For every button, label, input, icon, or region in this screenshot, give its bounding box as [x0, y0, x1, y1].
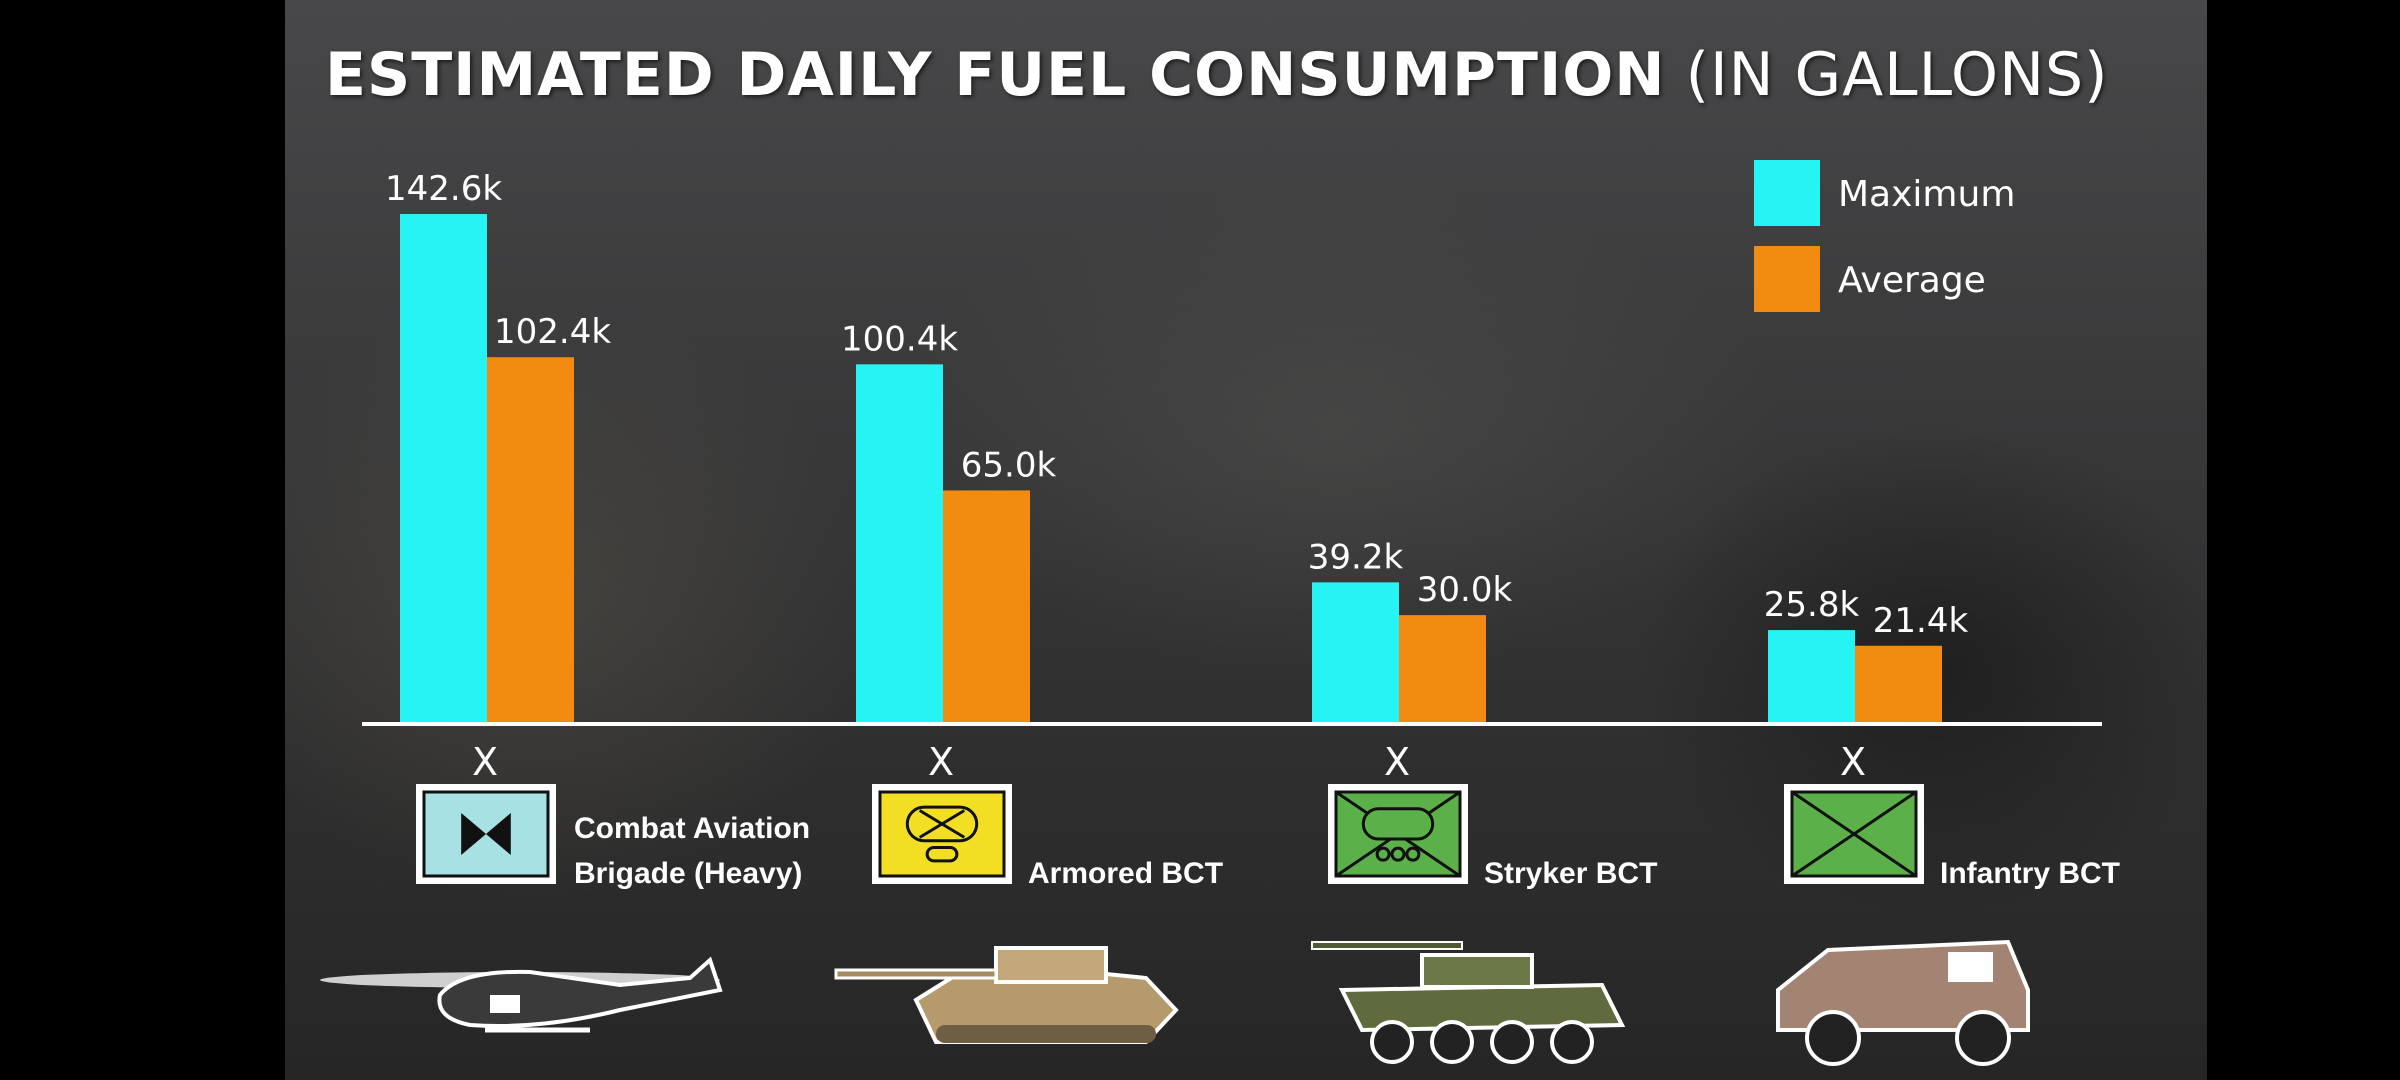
bar-maximum-1 [400, 214, 487, 722]
category-label-2: Armored BCT [1028, 857, 1223, 890]
bar-maximum-4 [1768, 630, 1855, 722]
bar-average-2 [943, 490, 1030, 722]
data-label-average-3: 30.0k [1417, 570, 1513, 610]
data-label-average-1: 102.4k [494, 312, 611, 352]
echelon-mark-4: X [1840, 740, 1866, 784]
legend-label-average: Average [1838, 260, 1986, 301]
bar-maximum-3 [1312, 582, 1399, 722]
armor-symbol [872, 784, 1012, 884]
data-label-average-2: 65.0k [961, 445, 1057, 485]
echelon-mark-1: X [472, 740, 498, 784]
bar-maximum-2 [856, 364, 943, 722]
chart-background [285, 0, 2207, 1080]
echelon-mark-3: X [1384, 740, 1410, 784]
echelon-mark-2: X [928, 740, 954, 784]
data-label-maximum-2: 100.4k [841, 319, 958, 359]
chart-title: ESTIMATED DAILY FUEL CONSUMPTION (IN GAL… [325, 40, 2109, 110]
infantry-symbol [1784, 784, 1924, 884]
bar-average-1 [487, 357, 574, 722]
stryker-symbol [1328, 784, 1468, 884]
category-label-1-line-1: Combat Aviation [574, 812, 810, 845]
data-label-maximum-3: 39.2k [1308, 537, 1404, 577]
jltv-icon [1776, 939, 2030, 1066]
data-label-average-4: 21.4k [1873, 601, 1969, 641]
legend-swatch-maximum [1754, 160, 1820, 226]
chart-title-units: (IN GALLONS) [1685, 40, 2109, 110]
legend-swatch-average [1754, 246, 1820, 312]
helicopter-icon [320, 956, 723, 1033]
data-label-maximum-1: 142.6k [385, 169, 502, 209]
data-label-maximum-4: 25.8k [1764, 585, 1860, 625]
bar-average-3 [1399, 615, 1486, 722]
legend-label-maximum: Maximum [1838, 174, 2015, 215]
category-label-1-line-2: Brigade (Heavy) [574, 857, 802, 890]
tank-icon [834, 946, 1179, 1044]
aviation-symbol [416, 784, 556, 884]
bar-average-4 [1855, 645, 1942, 722]
chart-title-main: ESTIMATED DAILY FUEL CONSUMPTION [325, 40, 1666, 110]
stryker-vehicle-icon [1311, 941, 1626, 1064]
category-label-3: Stryker BCT [1484, 857, 1657, 890]
category-label-4: Infantry BCT [1940, 857, 2120, 890]
